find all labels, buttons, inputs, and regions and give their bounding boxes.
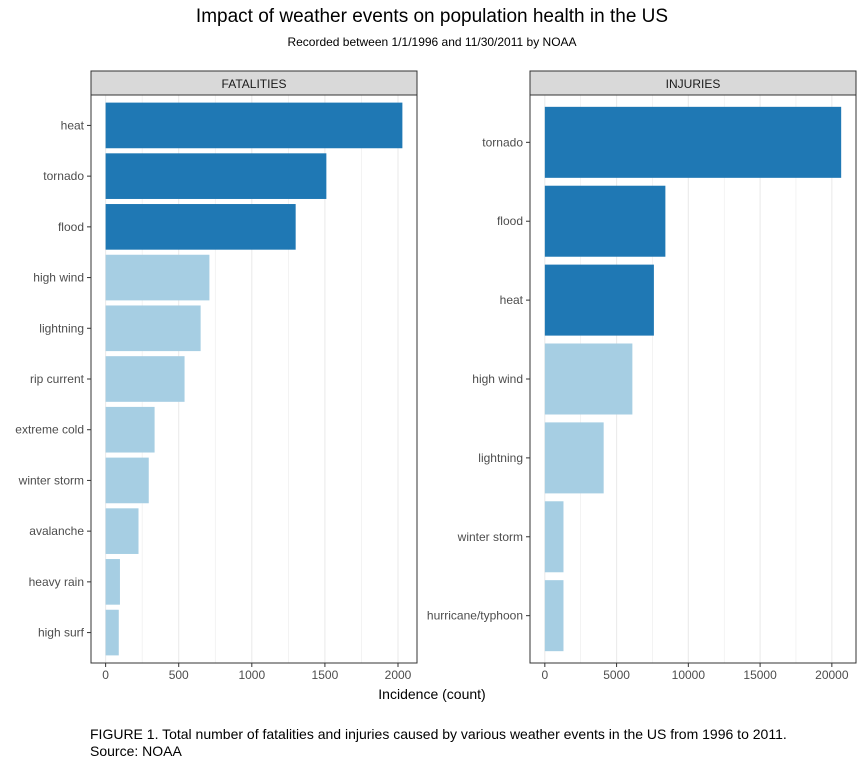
- panel-fatalities-x-tick-label: 1000: [238, 668, 265, 682]
- panel-injuries-bar-winter-storm: [544, 501, 564, 573]
- panel-injuries-bar-heat: [544, 264, 654, 336]
- panel-fatalities-y-tick-label-heavy-rain: heavy rain: [29, 575, 84, 589]
- chart-subtitle: Recorded between 1/1/1996 and 11/30/2011…: [287, 35, 577, 49]
- panel-fatalities-bar-winter-storm: [105, 457, 149, 504]
- caption-source: Source: NOAA: [90, 743, 182, 759]
- chart-title: Impact of weather events on population h…: [195, 6, 669, 27]
- panel-fatalities-bar-avalanche: [105, 508, 139, 554]
- panel-fatalities-bar-heavy-rain: [105, 559, 120, 605]
- panel-injuries-strip-label: INJURIES: [666, 77, 721, 91]
- panel-fatalities-y-tick-label-rip-current: rip current: [30, 372, 85, 386]
- panel-injuries-x-tick-label: 10000: [672, 668, 706, 682]
- panel-fatalities-bar-flood: [105, 204, 296, 250]
- figure-caption: FIGURE 1. Total number of fatalities and…: [90, 726, 787, 760]
- panel-injuries-bar-flood: [544, 185, 666, 257]
- panel-fatalities-bar-extreme-cold: [105, 406, 155, 453]
- panel-fatalities-x-tick-label: 2000: [385, 668, 412, 682]
- panel-injuries-bar-hurricane-typhoon: [544, 580, 564, 652]
- panel-fatalities-y-tick-label-lightning: lightning: [39, 321, 84, 335]
- panel-injuries-bar-tornado: [544, 106, 842, 178]
- panel-injuries-y-tick-label-winter-storm: winter storm: [457, 530, 523, 544]
- panel-fatalities-bar-high-surf: [105, 609, 119, 656]
- panel-fatalities-strip: [90, 70, 418, 96]
- panel-injuries-y-tick-label-high-wind: high wind: [472, 372, 523, 386]
- panel-fatalities-x-tick-label: 500: [169, 668, 189, 682]
- panel-injuries-y-tick-label-tornado: tornado: [482, 135, 523, 149]
- panel-fatalities-x-tick-label: 0: [102, 668, 109, 682]
- panel-injuries-strip: [529, 70, 857, 96]
- panel-injuries-bar-high-wind: [544, 343, 633, 415]
- panel-fatalities-bar-rip-current: [105, 356, 185, 402]
- panel-injuries-y-tick-label-heat: heat: [500, 293, 524, 307]
- panel-fatalities-y-tick-label-avalanche: avalanche: [29, 524, 84, 538]
- panel-injuries-x-tick-label: 15000: [743, 668, 777, 682]
- panel-injuries-y-tick-label-hurricane-typhoon: hurricane/typhoon: [427, 609, 523, 623]
- panel-injuries-border: [529, 94, 857, 664]
- panel-injuries-x-tick-label: 5000: [603, 668, 630, 682]
- panel-fatalities-y-tick-label-tornado: tornado: [43, 169, 84, 183]
- panel-injuries-bar-lightning: [544, 422, 604, 494]
- caption-line-1: FIGURE 1. Total number of fatalities and…: [90, 726, 787, 742]
- panel-fatalities-bar-tornado: [105, 153, 327, 199]
- panel-injuries-x-tick-label: 0: [541, 668, 548, 682]
- panel-fatalities-y-tick-label-flood: flood: [58, 220, 84, 234]
- panel-injuries-y-tick-label-lightning: lightning: [478, 451, 523, 465]
- panel-fatalities-y-tick-label-heat: heat: [61, 118, 85, 132]
- panel-injuries-x-tick-label: 20000: [815, 668, 849, 682]
- x-axis-label: Incidence (count): [378, 686, 486, 702]
- panel-fatalities-bar-lightning: [105, 305, 201, 352]
- panel-injuries-y-tick-label-flood: flood: [497, 214, 523, 228]
- panel-fatalities-y-tick-label-extreme-cold: extreme cold: [15, 423, 84, 437]
- panel-fatalities-y-tick-label-winter-storm: winter storm: [18, 473, 84, 487]
- panel-fatalities-y-tick-label-high-surf: high surf: [38, 626, 85, 640]
- panel-fatalities-y-tick-label-high-wind: high wind: [33, 271, 84, 285]
- panel-fatalities-bar-high-wind: [105, 254, 210, 301]
- panel-fatalities-strip-label: FATALITIES: [222, 77, 287, 91]
- panel-fatalities-x-tick-label: 1500: [312, 668, 339, 682]
- panel-fatalities-bar-heat: [105, 102, 403, 149]
- panel-fatalities-border: [90, 94, 418, 664]
